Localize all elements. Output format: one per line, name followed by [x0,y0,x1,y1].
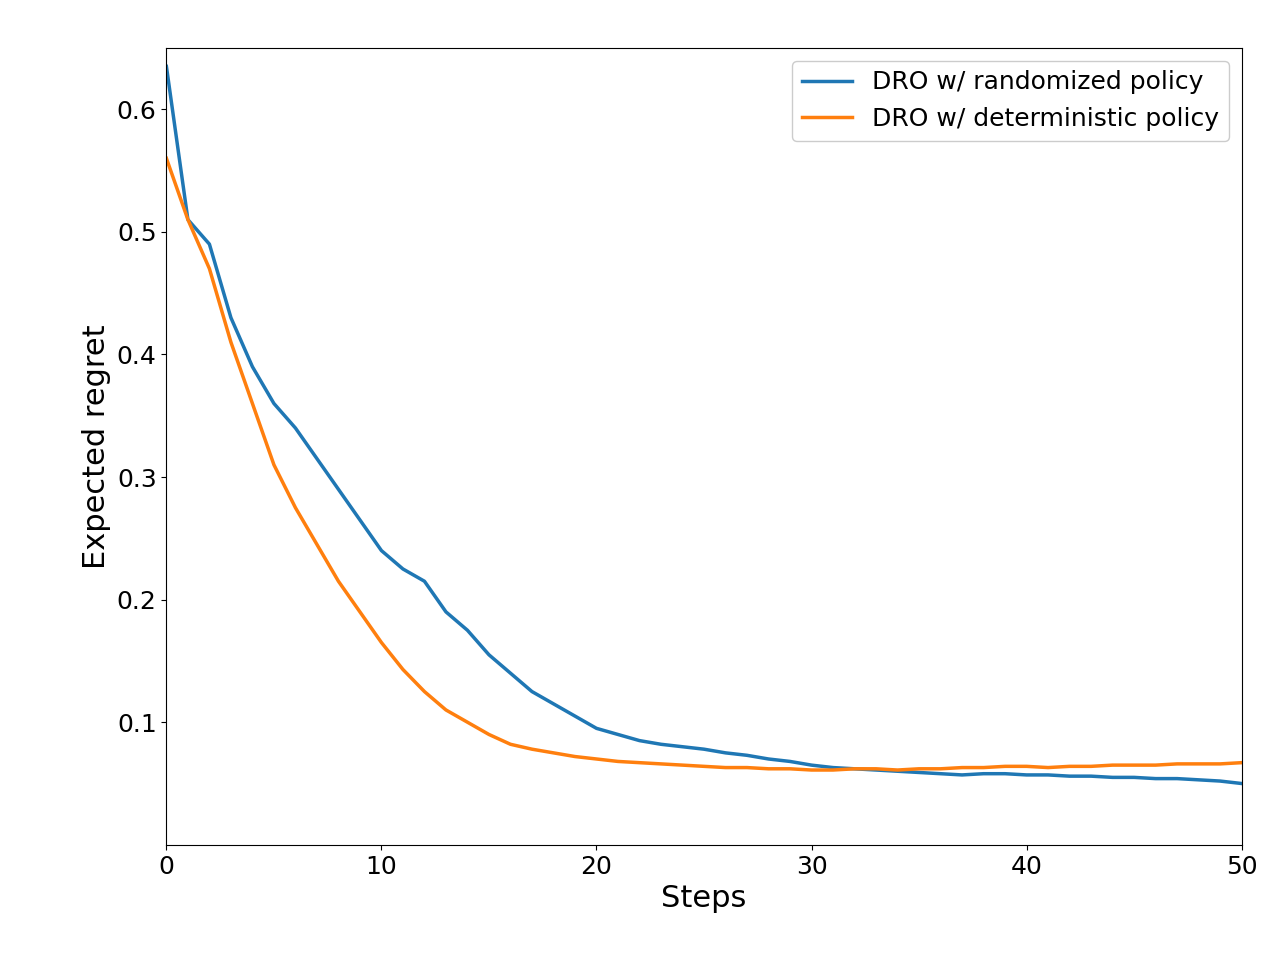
DRO w/ randomized policy [481,649,497,660]
Legend: DRO w/ randomized policy, DRO w/ deterministic policy: DRO w/ randomized policy, DRO w/ determi… [792,60,1229,141]
DRO w/ randomized policy [1212,776,1228,787]
DRO w/ deterministic policy [804,764,819,776]
DRO w/ deterministic policy [481,729,497,740]
DRO w/ deterministic policy [890,764,905,776]
DRO w/ deterministic policy [503,738,518,750]
DRO w/ randomized policy [1234,778,1249,789]
DRO w/ randomized policy [503,667,518,679]
X-axis label: Steps: Steps [662,884,746,913]
DRO w/ deterministic policy [1212,758,1228,770]
DRO w/ deterministic policy [159,153,174,164]
Y-axis label: Expected regret: Expected regret [82,324,111,568]
DRO w/ deterministic policy [955,762,970,774]
Line: DRO w/ deterministic policy: DRO w/ deterministic policy [166,158,1242,770]
DRO w/ deterministic policy [396,663,411,675]
DRO w/ randomized policy [159,60,174,72]
DRO w/ randomized policy [396,564,411,575]
Line: DRO w/ randomized policy: DRO w/ randomized policy [166,66,1242,783]
DRO w/ randomized policy [933,768,948,780]
DRO w/ deterministic policy [1234,756,1249,768]
DRO w/ randomized policy [868,764,883,776]
